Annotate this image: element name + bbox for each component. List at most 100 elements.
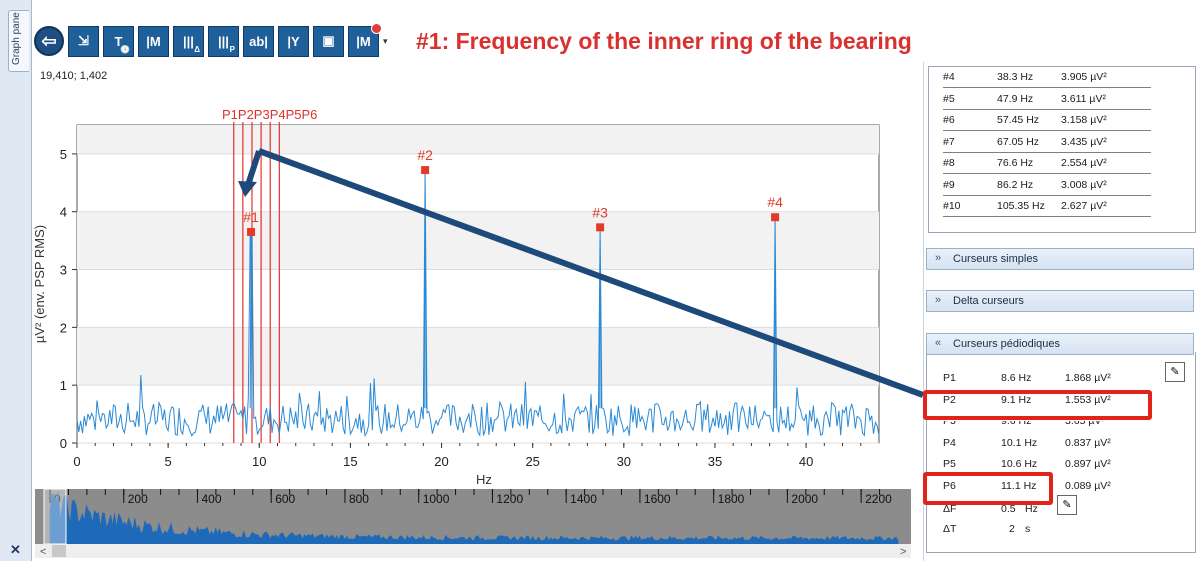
overview-tick-label: 1600 <box>644 492 671 506</box>
x-tick-label: 0 <box>73 454 80 469</box>
overview-tick-label: 600 <box>275 492 295 506</box>
scrollbar-thumb[interactable] <box>52 545 66 557</box>
marker-id: #6 <box>943 114 955 126</box>
periodic-freq: 9.6 Hz <box>1001 415 1032 427</box>
periodic-cursor-button[interactable]: ||| P <box>208 25 239 57</box>
marker-val: 3.611 µV² <box>1061 92 1106 105</box>
export-button[interactable]: ⇲ <box>68 25 99 57</box>
text-label-button[interactable]: ab| <box>243 25 274 57</box>
delta-t-value: 2 <box>1009 523 1015 535</box>
peak-marker[interactable] <box>596 223 605 232</box>
marker-freq: 86.2 Hz <box>997 178 1034 191</box>
annotation-arrow-line <box>257 148 923 398</box>
save-icon: ▣ <box>322 33 335 48</box>
y-tick-label: 2 <box>60 320 67 335</box>
marker-freq: 57.45 Hz <box>997 114 1040 126</box>
marker-val: 2.554 µV² <box>1061 157 1107 169</box>
section-periodic-cursors[interactable]: « Curseurs pédiodiques <box>926 333 1194 355</box>
marker-table-row[interactable]: #6 57.45 Hz 3.158 µV² <box>943 110 1151 131</box>
marker-table-row[interactable]: #10 105.35 Hz 2.627 µV² <box>943 196 1151 217</box>
peak-marker[interactable] <box>421 166 430 175</box>
periodic-id: P1 <box>943 372 956 384</box>
edit-delta-icon[interactable]: ✎ <box>1057 495 1077 515</box>
periodic-table-row[interactable]: P3 9.6 Hz 3.65 µV² <box>943 415 1153 432</box>
overview-tick-label: 800 <box>349 492 369 506</box>
marker-id: #5 <box>943 92 955 105</box>
edit-pencil-icon[interactable]: ✎ <box>1165 362 1185 382</box>
y-tick-label: 5 <box>60 147 67 162</box>
y-tick-label: 3 <box>60 263 67 278</box>
marker-icon: |M <box>146 33 161 49</box>
overview-signal <box>49 491 899 545</box>
marker-freq: 76.6 Hz <box>997 157 1034 169</box>
x-tick-label: 35 <box>708 454 722 469</box>
marker-id: #8 <box>943 157 955 169</box>
overview-tick-label: 2000 <box>791 492 818 506</box>
periodic-id: P3 <box>943 415 956 427</box>
back-button[interactable]: ⇦ <box>34 26 64 56</box>
overview-selection-handle[interactable] <box>43 488 67 545</box>
tab-graph-pane[interactable]: Graph pane <box>8 10 29 72</box>
clear-markers-icon: |M <box>356 33 371 49</box>
marker-table: #4 38.3 Hz 3.905 µV² #5 47.9 Hz 3.611 µV² #6 57… <box>928 66 1196 233</box>
section-periodic-label: Curseurs pédiodiques <box>953 338 1061 350</box>
y-axis-label: µV² (env. PSP RMS) <box>32 225 47 343</box>
periodic-freq: 10.6 Hz <box>1001 458 1038 470</box>
horizontal-scrollbar[interactable] <box>35 544 911 558</box>
marker-button[interactable]: |M <box>138 25 169 57</box>
marker-table-row[interactable]: #5 47.9 Hz 3.611 µV² <box>943 89 1151 110</box>
y-tick-label: 1 <box>60 378 67 393</box>
y-cursor-button[interactable]: |Y <box>278 25 309 57</box>
marker-table-row[interactable]: #9 86.2 Hz 3.008 µV² <box>943 175 1151 196</box>
periodic-cursor-icon: ||| <box>218 33 229 49</box>
peak-marker[interactable] <box>771 213 780 222</box>
marker-id: #7 <box>943 135 955 148</box>
delta-t-row: ΔT 2 s <box>943 520 1153 540</box>
overview-tick-label: 2200 <box>865 492 892 506</box>
periodic-table-row[interactable]: P2 9.1 Hz 1.553 µV² <box>943 391 1153 411</box>
periodic-table-row[interactable]: P5 10.6 Hz 0.897 µV² <box>943 455 1153 475</box>
periodic-table-row[interactable]: P4 10.1 Hz 0.837 µV² <box>943 434 1153 454</box>
coords-readout: 19,410; 1,402 <box>40 70 108 82</box>
y-tick-label: 4 <box>60 205 67 220</box>
scroll-right-icon[interactable]: > <box>900 546 906 558</box>
overview-tick-label: 1000 <box>423 492 450 506</box>
peak-marker[interactable] <box>247 227 256 236</box>
x-tick-label: 20 <box>434 454 448 469</box>
spectrum-chart[interactable]: #1 #2 #3 #4 0 5 10 15 20 25 30 35 40 0 1 2 3 4 5 Hz µV² … <box>0 0 923 561</box>
delta-t-unit: s <box>1025 523 1031 535</box>
toolbar-dropdown-icon[interactable]: ▾ <box>383 35 388 46</box>
marker-freq: 38.3 Hz <box>997 71 1034 83</box>
time-marker-button[interactable]: T 🕓 <box>103 25 134 57</box>
marker-table-row[interactable]: #7 67.05 Hz 3.435 µV² <box>943 132 1151 153</box>
delta-t-label: ΔT <box>943 523 957 535</box>
overview-tick-label: 1400 <box>570 492 597 506</box>
marker-id: #9 <box>943 178 955 191</box>
clear-markers-button[interactable]: |M <box>348 22 382 57</box>
arrow-left-icon: ⇦ <box>41 30 57 51</box>
scroll-left-icon[interactable]: < <box>40 546 46 558</box>
periodic-cursor-label: P1P2P3P4P5P6 <box>222 107 317 122</box>
y-cursor-icon: |Y <box>287 33 300 49</box>
close-icon[interactable]: ✕ <box>10 542 21 557</box>
marker-freq: 47.9 Hz <box>997 92 1034 105</box>
x-axis-label: Hz <box>476 472 492 487</box>
marker-val: 2.627 µV² <box>1061 200 1107 212</box>
delta-cursor-button[interactable]: ||| Δ <box>173 25 204 57</box>
x-tick-label: 25 <box>525 454 539 469</box>
periodic-freq: 11.1 Hz <box>1001 479 1037 492</box>
save-button[interactable]: ▣ <box>313 25 344 57</box>
y-tick-label: 0 <box>60 436 67 451</box>
remove-badge-icon <box>371 22 382 34</box>
marker-table-row[interactable]: #8 76.6 Hz 2.554 µV² <box>943 153 1151 174</box>
overview-tick-label: 1800 <box>718 492 745 506</box>
section-delta-cursors[interactable]: » Delta curseurs <box>926 290 1194 312</box>
marker-table-row[interactable]: #4 38.3 Hz 3.905 µV² <box>943 67 1151 88</box>
section-simple-cursors[interactable]: » Curseurs simples <box>926 248 1194 270</box>
periodic-freq: 8.6 Hz <box>1001 372 1032 384</box>
periodic-table-row[interactable]: P1 8.6 Hz 1.868 µV² <box>943 369 1153 389</box>
periodic-val: 1.868 µV² <box>1065 372 1111 384</box>
x-tick-label: 10 <box>252 454 266 469</box>
marker-val: 3.158 µV² <box>1061 114 1107 126</box>
periodic-table-row[interactable]: P6 11.1 Hz 0.089 µV² <box>943 477 1153 497</box>
